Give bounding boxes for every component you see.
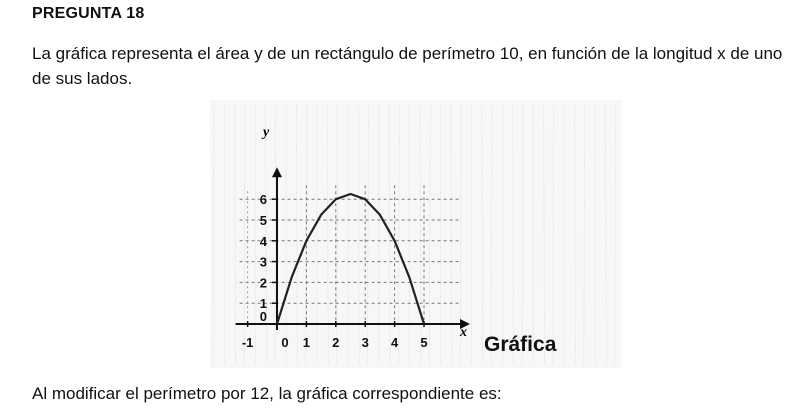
chart-axis-labels: y x [261,125,467,340]
scan-line [490,103,493,365]
scan-line [605,103,607,365]
y-tick-label: 5 [260,213,267,228]
figure-caption: Gráfica [484,333,557,356]
scan-line [243,103,246,365]
y-tick-label: 1 [260,296,267,311]
question-follow-up: Al modificar el perímetro por 12, la grá… [32,384,502,403]
scan-line [552,103,555,365]
scan-line [450,103,453,365]
scan-line [265,103,267,365]
scan-line [481,103,484,365]
x-tick-label: -1 [242,335,254,350]
y-tick-label: 2 [260,275,267,290]
scan-line [212,103,215,365]
scan-line [367,103,369,365]
y-axis-label: y [261,125,270,140]
x-axis-arrow [460,319,470,329]
y-tick-label: 3 [260,255,267,270]
y-axis-arrow [272,167,282,178]
area-curve [275,192,426,325]
x-tick-label: 5 [420,335,427,350]
scan-line [398,103,400,365]
scan-line [296,103,298,365]
y-tick-label: 0 [260,309,267,324]
scan-line [234,103,236,365]
x-tick-label: 1 [303,335,310,350]
scan-line [419,103,422,365]
x-axis-label: x [459,325,467,340]
y-tick-label: 4 [260,234,268,249]
scan-line [543,103,545,365]
y-tick-label: 6 [260,192,267,207]
area-graph-figure: -1 0 1 2 3 4 5 0 1 2 3 4 5 6 y x Gráfica [210,100,622,368]
scan-line [429,103,431,365]
scan-texture [212,103,617,365]
x-tick-label: 2 [332,335,339,350]
scan-line [614,103,617,365]
chart-series [275,192,426,325]
scan-line [357,103,360,365]
scan-line [336,103,338,365]
scan-line [574,103,576,365]
x-tick-label: 4 [391,335,399,350]
question-title: PREGUNTA 18 [32,5,145,22]
question-statement: La gráfica representa el área y de un re… [32,44,783,88]
x-tick-label: 0 [281,335,288,350]
scan-line [327,103,329,365]
scan-line [521,103,524,365]
scan-line [512,103,515,365]
scan-line [583,103,586,365]
x-tick-label: 3 [362,335,369,350]
scan-line [274,103,277,365]
